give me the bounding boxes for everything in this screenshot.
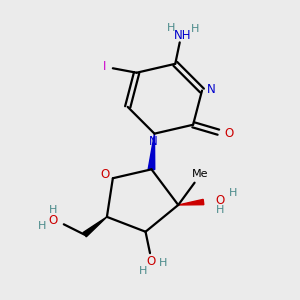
Text: H: H [191,24,200,34]
Text: NH: NH [174,29,191,42]
Text: O: O [100,168,109,181]
Text: O: O [49,214,58,227]
Text: H: H [229,188,237,197]
Text: H: H [216,205,224,215]
Text: O: O [215,194,224,207]
Text: H: H [49,205,58,215]
Text: H: H [167,22,176,32]
Text: H: H [38,221,46,231]
Text: Me: Me [192,169,209,179]
Text: N: N [207,82,216,96]
Text: H: H [159,258,168,268]
Text: N: N [148,136,157,148]
Text: I: I [103,60,106,73]
Polygon shape [83,217,107,237]
Text: O: O [224,127,233,140]
Polygon shape [178,200,204,205]
Text: H: H [138,266,147,276]
Polygon shape [148,134,155,170]
Text: O: O [147,255,156,268]
